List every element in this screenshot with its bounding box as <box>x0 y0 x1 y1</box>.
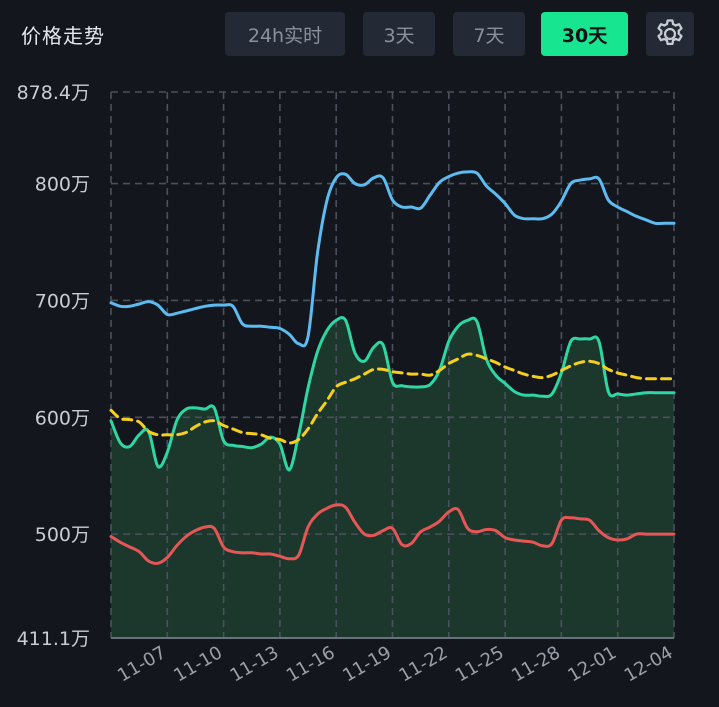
series-2-line <box>109 352 676 445</box>
tab-30d[interactable]: 30天 <box>541 12 628 56</box>
tab-24h[interactable]: 24h实时 <box>225 12 345 56</box>
gear-icon <box>657 19 683 46</box>
x-tick-label: 12-01 <box>564 642 620 686</box>
x-tick-label: 11-13 <box>227 642 283 686</box>
x-tick-label: 11-19 <box>339 642 395 686</box>
y-tick-label: 600万 <box>35 407 90 429</box>
y-tick-label: 800万 <box>35 174 90 196</box>
tab-7d[interactable]: 7天 <box>453 12 525 56</box>
y-tick-label: 500万 <box>35 524 90 546</box>
series-1-line <box>109 315 676 472</box>
series-3-line <box>109 503 676 565</box>
settings-button[interactable] <box>646 12 694 56</box>
x-tick-label: 11-22 <box>395 642 451 686</box>
x-tick-label: 12-04 <box>621 642 677 686</box>
x-tick-label: 11-07 <box>114 642 170 686</box>
x-tick-label: 11-10 <box>170 642 226 686</box>
x-tick-label: 11-16 <box>283 642 339 686</box>
y-tick-label: 411.1万 <box>17 628 90 650</box>
x-tick-label: 11-25 <box>452 642 508 686</box>
tab-3d[interactable]: 3天 <box>363 12 435 56</box>
y-tick-label: 878.4万 <box>17 82 90 104</box>
x-tick-label: 11-28 <box>508 642 564 686</box>
series-0-line <box>109 170 676 348</box>
chart-title: 价格走势 <box>21 24 105 48</box>
y-tick-label: 700万 <box>35 290 90 312</box>
chart-header: 价格走势 24h实时 3天 7天 30天 <box>0 0 719 68</box>
